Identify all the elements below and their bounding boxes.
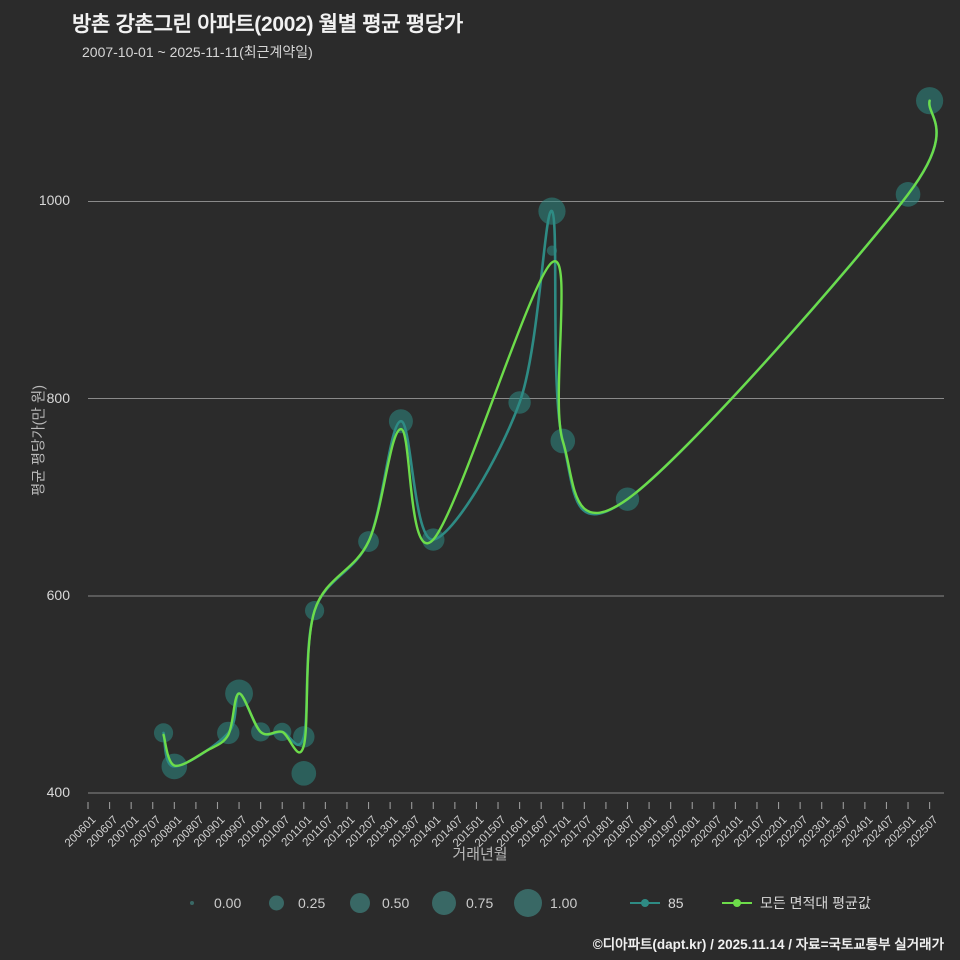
legend-size-dot <box>190 901 194 905</box>
y-axis-tick-label: 400 <box>46 784 70 801</box>
series-line-average <box>162 99 938 767</box>
legend-line-dot <box>733 899 741 907</box>
chart-subtitle: 2007-10-01 ~ 2025-11-11(최근계약일) <box>82 44 313 60</box>
legend-size-item: 1.00 <box>514 886 600 920</box>
legend-line-dot <box>641 899 649 907</box>
legend-size-dot <box>514 889 542 917</box>
legend-size-item: 0.75 <box>430 886 516 920</box>
legend-size-dot <box>432 891 456 915</box>
legend-size-label: 0.75 <box>466 895 494 911</box>
legend-size-dot <box>268 895 284 911</box>
legend-size-item: 0.25 <box>262 886 348 920</box>
legend-size-label: 0.00 <box>214 895 242 911</box>
y-axis-tick-label: 800 <box>46 389 70 406</box>
legend-size-label: 0.25 <box>298 895 326 911</box>
y-axis-tick-label: 600 <box>46 586 70 603</box>
legend-series-label: 85 <box>668 895 684 911</box>
x-axis-title: 거래년월 <box>452 846 508 863</box>
chart-legend: 0.00 0.25 0.50 0.75 1.00 85 모든 면적대 평균값 <box>0 886 960 926</box>
legend-series-label: 모든 면적대 평균값 <box>760 895 871 911</box>
legend-size-label: 0.50 <box>382 895 410 911</box>
footer-credit: ©디아파트(dapt.kr) / 2025.11.14 / 자료=국토교통부 실… <box>592 937 944 952</box>
data-point-marker <box>291 761 317 786</box>
legend-size-label: 1.00 <box>550 895 578 911</box>
y-axis-tick-label: 1000 <box>38 192 70 209</box>
page-title: 방촌 강촌그린 아파트(2002) 월별 평균 평당가 <box>72 13 463 36</box>
legend-size-dot <box>350 893 370 913</box>
legend-size-item: 0.50 <box>346 886 432 920</box>
legend-size-item: 0.00 <box>178 886 264 920</box>
